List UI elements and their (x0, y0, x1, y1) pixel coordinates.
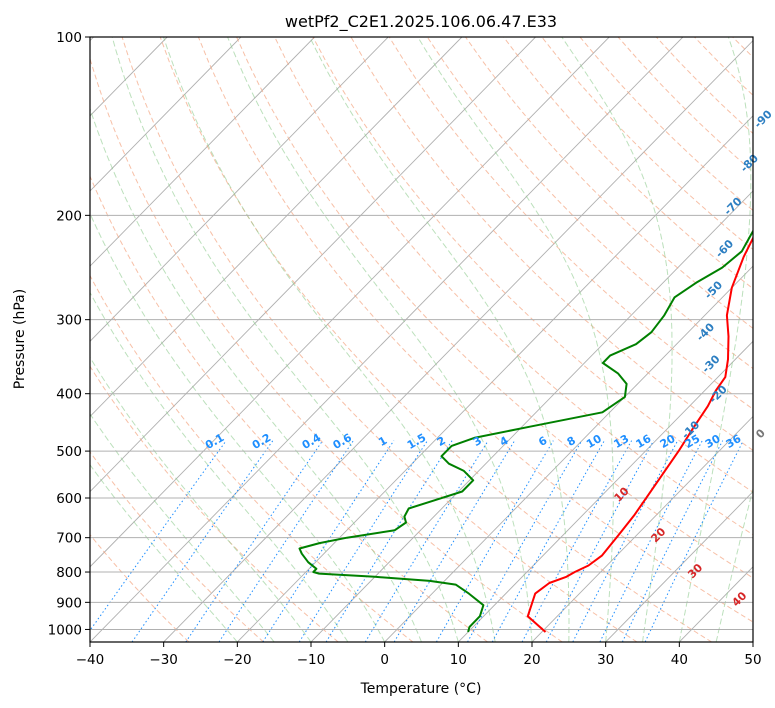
y-tick-label: 200 (56, 208, 82, 224)
dry-adiabat-line (388, 37, 753, 410)
chart-title: wetPf2_C2E1.2025.106.06.47.E33 (285, 12, 557, 32)
dry-adiabat-line (90, 533, 190, 642)
isotherm-line (90, 37, 389, 342)
moist-adiabat-line (227, 37, 533, 642)
mixing-ratio-line (325, 440, 453, 642)
moist-adiabat-line (309, 37, 570, 642)
dry-adiabat-line (159, 37, 712, 642)
x-tick-label: −40 (76, 652, 105, 668)
isotherm-line (531, 415, 753, 642)
dry-adiabat-line (90, 365, 339, 642)
isotherm-line (310, 190, 753, 642)
isotherm-line (163, 39, 753, 642)
mixing-ratio-line (467, 440, 583, 642)
y-tick-label: 100 (56, 30, 82, 46)
isotherm-line (90, 37, 315, 267)
dry-adiabat-line (503, 37, 753, 290)
profile-lines (298, 229, 753, 633)
moist-adiabat-line (561, 37, 673, 642)
dry-adiabat-line (274, 37, 753, 536)
y-tick-label: 800 (56, 565, 82, 581)
mixing-ratio-line (599, 440, 703, 642)
y-tick-label: 700 (56, 531, 82, 547)
x-tick-label: −20 (223, 652, 252, 668)
mixing-ratio-line (185, 440, 324, 642)
plot-frame (89, 36, 754, 643)
dry-adiabat-line (312, 37, 753, 493)
isotherm-line (458, 340, 753, 642)
moist-adiabat-line (90, 107, 422, 642)
x-tick-label: −30 (149, 652, 178, 668)
mixing-ratio-line (218, 440, 354, 642)
y-tick-label: 400 (56, 387, 82, 403)
pressure-gridlines (90, 37, 753, 630)
mixing-ratio-line (435, 440, 554, 642)
mixing-ratio-line (298, 440, 428, 642)
dry-adiabat-line (121, 37, 638, 642)
y-axis-label: Pressure (hPa) (12, 289, 28, 389)
dry-adiabat-line (90, 56, 563, 642)
x-tick-label: 30 (597, 652, 614, 668)
y-tick-label: 500 (56, 444, 82, 460)
isotherm-line (90, 37, 463, 418)
mixing-ratio-line (521, 440, 633, 642)
y-tick-label: 900 (56, 595, 82, 611)
mixing-ratio-line (621, 440, 724, 642)
x-axis-ticks: −40 −30 −20 −10 0 10 20 30 40 50 (76, 642, 762, 668)
dry-adiabat-line (465, 37, 753, 329)
moist-adiabat-line (163, 37, 496, 642)
x-tick-label: 0 (380, 652, 389, 668)
x-tick-label: 50 (744, 652, 761, 668)
dewpoint-profile-line (298, 229, 753, 633)
moist-adiabat-line (90, 291, 349, 642)
mixing-ratio-line (491, 440, 605, 642)
isotherm-line (90, 37, 610, 568)
background-lines (90, 37, 753, 642)
x-axis-label: Temperature (°C) (360, 681, 482, 697)
moist-adiabat-line (90, 463, 238, 642)
mixing-ratio-line (644, 440, 744, 642)
isotherm-line (90, 37, 536, 493)
mixing-ratio-line (262, 440, 395, 642)
mixing-ratio-line (364, 440, 489, 642)
moist-adiabat-line (111, 37, 459, 642)
y-tick-label: 300 (56, 313, 82, 329)
isotherm-line (605, 491, 753, 642)
x-tick-label: −10 (297, 652, 326, 668)
moist-adiabat-line (678, 37, 752, 642)
mixing-ratio-line (393, 440, 516, 642)
moist-adiabat-line (90, 212, 386, 642)
y-axis-ticks: 100 200 300 400 500 600 700 800 900 1000 (48, 30, 90, 638)
moist-adiabat-line (417, 37, 614, 642)
dry-adiabat-line (197, 37, 753, 623)
isotherm-line (384, 265, 753, 642)
moist-adiabat-line (90, 413, 275, 642)
mixing-ratio-line (90, 440, 227, 632)
dry-adiabat-line (236, 37, 753, 579)
y-tick-label: 600 (56, 491, 82, 507)
dry-adiabat-line (90, 274, 414, 642)
temperature-profile-line (526, 235, 753, 633)
x-tick-label: 40 (671, 652, 688, 668)
x-tick-label: 20 (523, 652, 540, 668)
y-tick-label: 1000 (48, 622, 82, 638)
moist-adiabat-line (90, 356, 312, 642)
x-tick-label: 10 (450, 652, 467, 668)
isotherm-line (90, 37, 684, 642)
mixing-ratio-line (131, 440, 274, 642)
isotherm-line (237, 115, 753, 642)
isotherm-line (90, 37, 242, 192)
